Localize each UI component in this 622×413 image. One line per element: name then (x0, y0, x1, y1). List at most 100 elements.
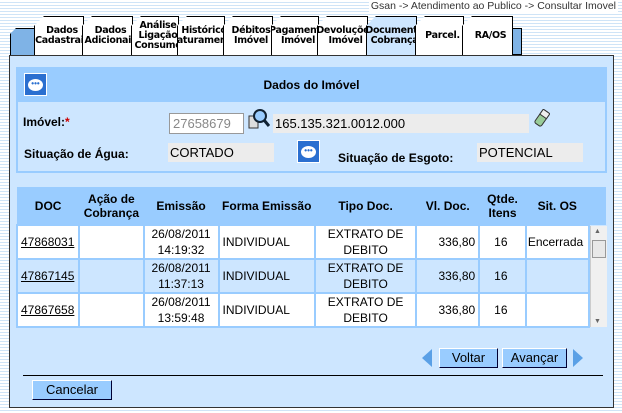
agua-value: CORTADO (168, 143, 274, 162)
tab-debitos-imovel[interactable]: Débitos Imóvel (223, 16, 273, 55)
col-acao: Ação de Cobrança (79, 187, 144, 225)
breadcrumb: Gsan -> Atendimento ao Publico -> Consul… (368, 0, 618, 12)
doc-link[interactable]: 47867658 (21, 303, 75, 317)
emissao-date: 26/08/2011 (151, 227, 211, 241)
chat-icon[interactable]: ••• (297, 140, 320, 163)
valor-cell: 336,80 (415, 224, 481, 260)
chat-icon[interactable]: ••• (24, 73, 47, 96)
arrow-left-icon[interactable] (421, 349, 433, 367)
acao-cell (78, 292, 145, 328)
dados-imovel-header (16, 67, 607, 102)
esgoto-value: POTENCIAL (477, 143, 583, 162)
tab-label: Documento (365, 25, 424, 36)
tab-left-edge (10, 28, 36, 55)
tipo-line: DEBITO (343, 277, 388, 291)
tipo-line: EXTRATO DE (327, 295, 404, 309)
table-row: 47868031 26/08/2011 14:19:32 INDIVIDUAL E… (15, 224, 606, 260)
search-icon[interactable] (248, 108, 271, 130)
eraser-icon[interactable] (534, 108, 551, 127)
tab-label: Dados (46, 25, 78, 36)
tab-label: Devoluções (316, 25, 375, 36)
acao-cell (78, 258, 145, 294)
documentos-table: DOC Ação de Cobrança Emissão Forma Emiss… (15, 187, 607, 328)
col-valor: Vl. Doc. (416, 187, 480, 225)
tab-right-edge (512, 28, 522, 55)
emissao-cell: 26/08/2011 13:59:48 (142, 292, 220, 328)
table-row: 47867145 26/08/2011 11:37:13 INDIVIDUAL E… (15, 258, 606, 294)
voltar-button[interactable]: Voltar (439, 348, 498, 368)
valor-cell: 336,80 (415, 258, 481, 294)
forma-cell: INDIVIDUAL (217, 292, 316, 328)
qtde-cell: 16 (478, 258, 527, 294)
tab-parcelamento[interactable]: Parcel. (415, 16, 464, 55)
tab-analise-ligacao-consumo[interactable]: Análise Ligação Consumo (131, 16, 179, 55)
forma-cell: INDIVIDUAL (217, 258, 316, 294)
emissao-time: 13:59:48 (157, 311, 205, 325)
tab-historico-faturamento[interactable]: Histórico Faturamento (177, 16, 225, 55)
sit-cell: Encerrada (524, 224, 590, 260)
tipo-line: DEBITO (343, 243, 388, 257)
scroll-down-icon[interactable]: ▼ (594, 318, 601, 325)
tab-label: Dados (94, 25, 127, 36)
tab-label: Ligação (138, 30, 178, 41)
tab-label: Cadastrais (35, 35, 89, 46)
doc-link[interactable]: 47867145 (21, 269, 75, 283)
valor-cell: 336,80 (415, 292, 481, 328)
agua-label: Situação de Água: (24, 147, 129, 161)
tipo-cell: EXTRATO DE DEBITO (313, 224, 418, 260)
tab-label: Débitos (231, 25, 271, 36)
qtde-cell: 16 (478, 292, 527, 328)
imovel-label-text: Imóvel: (23, 115, 66, 129)
tab-label: Consumo (134, 40, 182, 51)
cancelar-button[interactable]: Cancelar (32, 380, 112, 400)
table-row: 47867658 26/08/2011 13:59:48 INDIVIDUAL E… (15, 292, 606, 328)
arrow-right-icon[interactable] (572, 349, 584, 367)
emissao-cell: 26/08/2011 11:37:13 (142, 258, 220, 294)
divider (23, 375, 603, 376)
tab-label: RA/OS (474, 30, 507, 41)
tab-documento-cobranca[interactable]: Documento Cobrança (366, 16, 417, 55)
scroll-up-icon[interactable]: ▲ (594, 228, 601, 235)
tipo-line: DEBITO (343, 311, 388, 325)
qtde-cell: 16 (478, 224, 527, 260)
scroll-thumb[interactable] (592, 240, 606, 258)
col-doc: DOC (17, 187, 80, 225)
section-title: Dados do Imóvel (263, 78, 360, 92)
imovel-input[interactable] (169, 113, 244, 134)
tab-label: Análise (139, 20, 177, 31)
tab-ra-os[interactable]: RA/OS (462, 16, 513, 55)
col-forma: Forma Emissão (218, 187, 315, 225)
tab-label: Parcel. (425, 30, 460, 41)
sit-cell (524, 258, 590, 294)
tab-label: Faturamento (171, 35, 237, 46)
col-qtde: Qtde. Itens (479, 187, 526, 225)
col-tipo: Tipo Doc. (314, 187, 417, 225)
tab-dados-adicionais[interactable]: Dados Adicionais (82, 16, 133, 55)
tab-pagamento-imovel[interactable]: Pagamento Imóvel (271, 16, 319, 55)
tab-label: Imóvel (280, 35, 316, 46)
emissao-time: 14:19:32 (157, 243, 205, 257)
tab-label: Imóvel (328, 35, 363, 46)
tab-label: Imóvel (233, 35, 269, 46)
forma-cell: INDIVIDUAL (217, 224, 316, 260)
acao-cell (78, 224, 145, 260)
avancar-button[interactable]: Avançar (502, 348, 567, 368)
tab-label: Adicionais (84, 35, 137, 46)
sit-cell (524, 292, 590, 328)
col-sit: Sit. OS (525, 187, 589, 225)
tab-devolucoes-imovel[interactable]: Devoluções Imóvel (317, 16, 368, 55)
tab-label: Cobrança (370, 35, 419, 46)
tipo-line: EXTRATO DE (327, 227, 404, 241)
table-header: DOC Ação de Cobrança Emissão Forma Emiss… (17, 187, 606, 225)
emissao-date: 26/08/2011 (151, 295, 211, 309)
tab-label: Pagamento (269, 25, 327, 36)
doc-link[interactable]: 47868031 (21, 235, 75, 249)
emissao-time: 11:37:13 (158, 277, 204, 291)
tipo-cell: EXTRATO DE DEBITO (313, 258, 418, 294)
required-marker: * (65, 115, 70, 129)
table-scrollbar[interactable]: ▲ ▼ (590, 226, 607, 327)
tipo-cell: EXTRATO DE DEBITO (313, 292, 418, 328)
inscricao-field: 165.135.321.0012.000 (273, 114, 529, 133)
emissao-cell: 26/08/2011 14:19:32 (142, 224, 220, 260)
tab-dados-cadastrais[interactable]: Dados Cadastrais (34, 16, 84, 55)
